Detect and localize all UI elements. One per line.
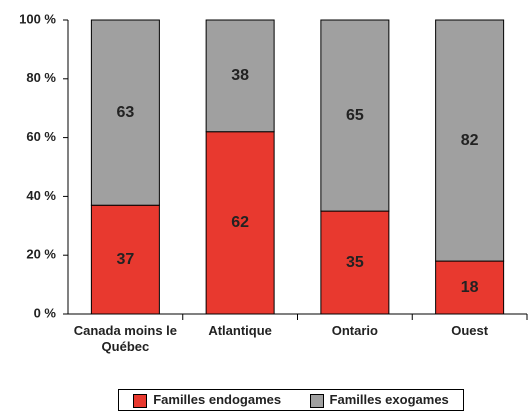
bar-segment xyxy=(205,19,275,133)
legend-swatch xyxy=(133,393,148,408)
bar-segment xyxy=(205,131,275,315)
y-tick-label: 40 % xyxy=(26,188,56,203)
data-label: 18 xyxy=(461,279,479,296)
x-tick-label: Ontario xyxy=(331,323,378,338)
x-tick-label: Ouest xyxy=(451,323,489,338)
bar-segment xyxy=(435,19,505,262)
data-label: 37 xyxy=(116,251,134,268)
y-tick-label: 0 % xyxy=(34,305,57,320)
data-label: 38 xyxy=(231,67,249,84)
legend: Familles endogames Familles exogames xyxy=(118,389,464,411)
y-tick-label: 60 % xyxy=(26,129,56,144)
data-label: 35 xyxy=(346,254,364,271)
x-tick-label: Atlantique xyxy=(208,323,272,338)
legend-label: Familles exogames xyxy=(329,392,449,408)
data-label: 82 xyxy=(461,132,479,149)
legend-label: Familles endogames xyxy=(153,392,282,408)
legend-item: Familles endogames xyxy=(133,392,281,408)
legend-swatch xyxy=(309,393,324,408)
y-tick-label: 100 % xyxy=(19,11,56,26)
x-tick-label: Canada moins le Québec xyxy=(73,323,178,354)
y-tick-label: 80 % xyxy=(26,70,56,85)
data-label: 65 xyxy=(346,107,364,124)
data-label: 63 xyxy=(116,104,134,121)
bar-segment xyxy=(435,260,505,315)
bar-segment xyxy=(320,19,390,212)
y-tick-label: 20 % xyxy=(26,247,56,262)
legend-item: Familles exogames xyxy=(309,392,449,408)
bar-segment xyxy=(90,19,160,206)
data-label: 62 xyxy=(231,214,249,231)
